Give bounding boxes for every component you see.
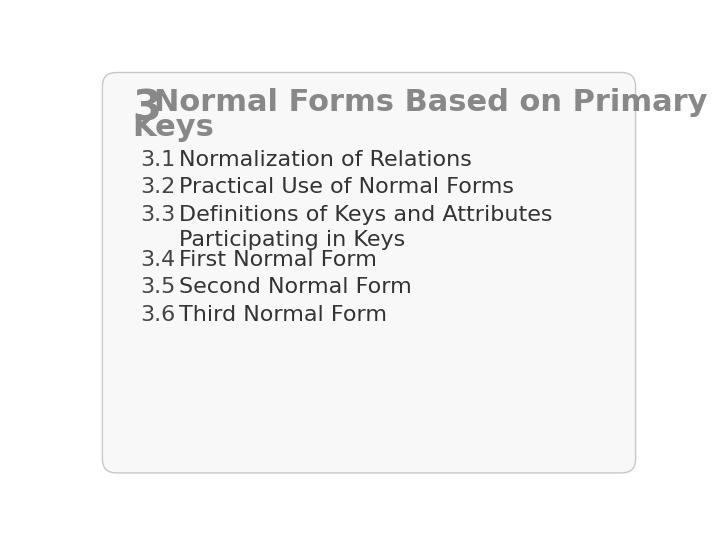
Text: Practical Use of Normal Forms: Practical Use of Normal Forms (179, 177, 514, 197)
Text: 3.3: 3.3 (140, 205, 176, 225)
Text: Normal Forms Based on Primary: Normal Forms Based on Primary (153, 88, 707, 117)
Text: 3.6: 3.6 (140, 305, 176, 325)
FancyBboxPatch shape (102, 72, 636, 473)
Text: Definitions of Keys and Attributes: Definitions of Keys and Attributes (179, 205, 553, 225)
Text: Second Normal Form: Second Normal Form (179, 278, 412, 298)
Text: 3.5: 3.5 (140, 278, 176, 298)
Text: 3.2: 3.2 (140, 177, 176, 197)
Text: Third Normal Form: Third Normal Form (179, 305, 387, 325)
Text: Keys: Keys (132, 112, 215, 141)
Text: Participating in Keys: Participating in Keys (179, 230, 405, 249)
Text: Normalization of Relations: Normalization of Relations (179, 150, 472, 170)
Text: First Normal Form: First Normal Form (179, 249, 377, 269)
Text: 3: 3 (132, 88, 161, 130)
Text: 3.1: 3.1 (140, 150, 176, 170)
Text: 3.4: 3.4 (140, 249, 176, 269)
